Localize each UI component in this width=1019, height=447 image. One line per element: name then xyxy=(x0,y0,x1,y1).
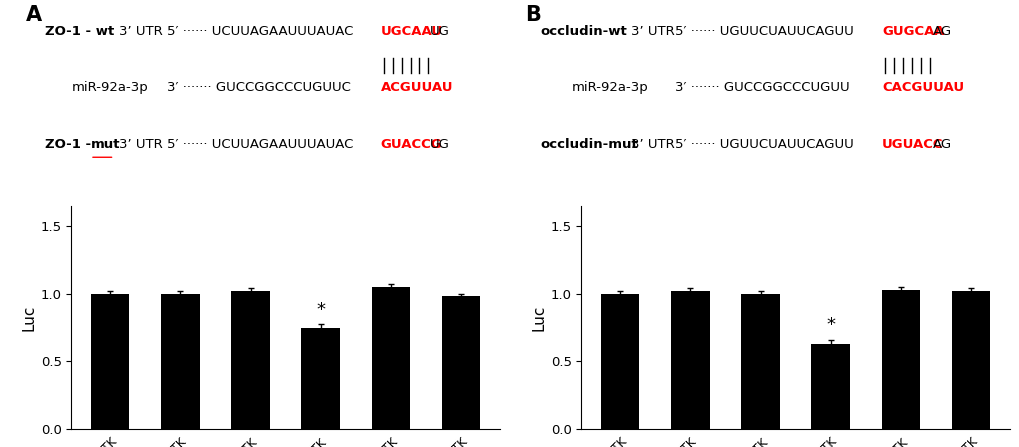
Bar xyxy=(880,290,919,429)
Text: 5′ ······ UGUUCUAUUCAGUU: 5′ ······ UGUUCUAUUCAGUU xyxy=(675,25,853,38)
Text: 3’ UTR: 3’ UTR xyxy=(119,25,163,38)
Y-axis label: Luc: Luc xyxy=(21,304,37,331)
Text: 3’ UTR: 3’ UTR xyxy=(630,138,674,151)
Text: ACGUUAU: ACGUUAU xyxy=(380,81,452,94)
Y-axis label: Luc: Luc xyxy=(531,304,546,331)
Text: UGCAAU: UGCAAU xyxy=(380,25,442,38)
Text: occludin-wt: occludin-wt xyxy=(540,25,627,38)
Text: UG: UG xyxy=(429,25,449,38)
Text: B: B xyxy=(525,5,541,25)
Text: occludin-mut: occludin-mut xyxy=(540,138,637,151)
Text: miR-92a-3p: miR-92a-3p xyxy=(71,81,148,94)
Text: AG: AG xyxy=(932,25,951,38)
Text: CACGUUAU: CACGUUAU xyxy=(881,81,963,94)
Bar xyxy=(671,291,709,429)
Bar xyxy=(951,291,989,429)
Text: 3′ ······· GUCCGGCCCUGUU: 3′ ······· GUCCGGCCCUGUU xyxy=(675,81,849,94)
Text: GUACCG: GUACCG xyxy=(380,138,442,151)
Text: 3’ UTR: 3’ UTR xyxy=(630,25,674,38)
Text: *: * xyxy=(316,301,325,319)
Text: 3′ ······· GUCCGGCCCUGUUC: 3′ ······· GUCCGGCCCUGUUC xyxy=(167,81,351,94)
Text: AG: AG xyxy=(932,138,951,151)
Bar xyxy=(441,296,480,429)
Text: 3’ UTR: 3’ UTR xyxy=(119,138,163,151)
Text: mut: mut xyxy=(91,138,120,151)
Bar xyxy=(91,294,129,429)
Text: miR-92a-3p: miR-92a-3p xyxy=(572,81,648,94)
Text: 5′ ······ UCUUAGAAUUUAUAC: 5′ ······ UCUUAGAAUUUAUAC xyxy=(167,25,354,38)
Text: GUGCAA: GUGCAA xyxy=(881,25,944,38)
Text: *: * xyxy=(825,316,835,334)
Bar xyxy=(741,294,780,429)
Bar xyxy=(600,294,639,429)
Text: UG: UG xyxy=(429,138,449,151)
Text: 5′ ······ UGUUCUAUUCAGUU: 5′ ······ UGUUCUAUUCAGUU xyxy=(675,138,853,151)
Bar xyxy=(161,294,200,429)
Bar xyxy=(810,344,849,429)
Text: ZO-1 - wt: ZO-1 - wt xyxy=(45,25,114,38)
Text: UGUACC: UGUACC xyxy=(881,138,943,151)
Bar xyxy=(301,328,339,429)
Text: 5′ ······ UCUUAGAAUUUAUAC: 5′ ······ UCUUAGAAUUUAUAC xyxy=(167,138,354,151)
Text: A: A xyxy=(25,5,42,25)
Bar xyxy=(231,291,270,429)
Text: ZO-1 -: ZO-1 - xyxy=(45,138,96,151)
Bar xyxy=(371,287,410,429)
